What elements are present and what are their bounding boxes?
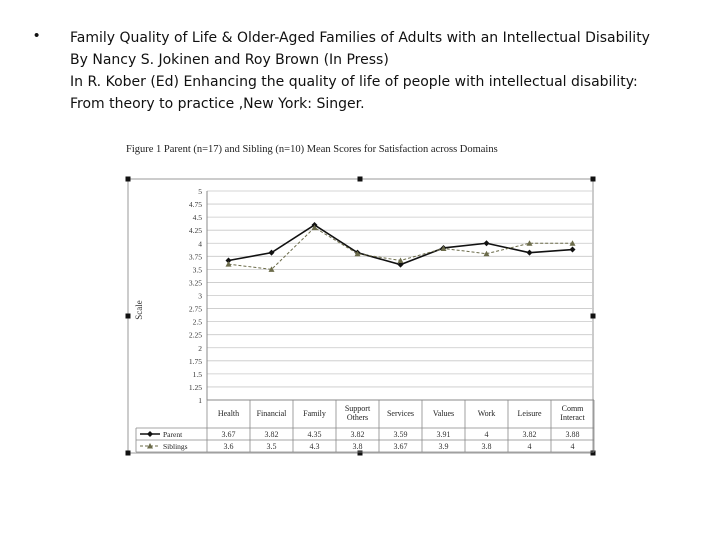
category-label: Leisure (518, 409, 542, 418)
resize-handle[interactable] (590, 313, 596, 319)
plot-area: 1 1.25 1.5 1.75 2 2.25 2.5 2.75 3 3.25 3.5 3.75 4 4.2… (189, 187, 594, 405)
resize-handle[interactable] (125, 313, 131, 319)
legend-marker (147, 431, 153, 437)
data-point-siblings (268, 266, 275, 272)
resize-handle[interactable] (125, 450, 131, 456)
data-label-siblings: 4.3 (310, 442, 320, 451)
category-label: Services (387, 409, 414, 418)
data-label-siblings: 3.6 (224, 442, 234, 451)
y-tick-label: 2.75 (189, 305, 202, 314)
resize-handle[interactable] (357, 176, 363, 182)
selection-handles[interactable] (125, 176, 596, 456)
citation-line-title: Family Quality of Life & Older-Aged Fami… (70, 30, 650, 46)
legend-marker (147, 443, 153, 449)
y-tick-label: 1.5 (193, 370, 203, 379)
category-label: Values (433, 409, 454, 418)
data-label-parent: 3.82 (265, 430, 279, 439)
category-label: Health (218, 409, 239, 418)
y-tick-label: 5 (198, 187, 202, 196)
category-label: Support (345, 404, 371, 413)
data-point-parent (397, 261, 404, 268)
citation-line-editor: In R. Kober (Ed) Enhancing the quality o… (70, 74, 638, 90)
category-label: Family (303, 409, 326, 418)
chart-title: Figure 1 Parent (n=17) and Sibling (n=10… (126, 144, 498, 155)
resize-handle[interactable] (590, 176, 596, 182)
data-label-parent: 4 (485, 430, 489, 439)
y-tick-label: 4 (198, 239, 202, 248)
category-label: Interact (560, 413, 585, 422)
data-point-siblings (440, 245, 447, 251)
data-point-siblings (354, 250, 361, 257)
y-tick-label: 3 (198, 292, 202, 301)
data-label-parent: 3.82 (351, 430, 365, 439)
category-label: Financial (257, 409, 288, 418)
data-label-siblings: 3.5 (267, 442, 277, 451)
data-point-siblings (483, 250, 490, 257)
data-label-siblings: 4 (528, 442, 532, 451)
y-tick-label: 1 (198, 396, 202, 405)
bullet-marker: • (34, 27, 40, 44)
data-point-siblings (397, 257, 404, 263)
category-label: Others (347, 413, 368, 422)
data-label-parent: 3.59 (394, 430, 408, 439)
data-label-parent: 3.91 (437, 430, 451, 439)
citation-line-publisher: From theory to practice ,New York: Singe… (70, 96, 365, 112)
y-tick-label: 3.25 (189, 278, 202, 287)
category-label: Work (478, 409, 496, 418)
data-point-siblings (225, 261, 232, 267)
y-tick-label: 1.75 (189, 357, 202, 366)
data-label-siblings: 3.8 (353, 442, 363, 451)
y-tick-label: 2.25 (189, 331, 202, 340)
y-tick-label: 2.5 (193, 318, 203, 327)
data-point-parent (225, 257, 232, 264)
category-label: Comm (562, 404, 585, 413)
y-tick-label: 4.75 (189, 200, 202, 209)
data-point-siblings (311, 224, 318, 231)
y-tick-label: 3.5 (193, 265, 203, 274)
data-label-siblings: 4 (571, 442, 575, 451)
y-tick-label: 4.25 (189, 226, 202, 235)
data-point-parent (526, 249, 533, 256)
data-point-parent (483, 240, 490, 247)
y-tick-label: 1.25 (189, 383, 202, 392)
data-label-siblings: 3.67 (394, 442, 408, 451)
data-point-siblings (569, 240, 576, 246)
y-tick-label: 2 (198, 344, 202, 353)
y-tick-label: 3.75 (189, 252, 202, 261)
resize-handle[interactable] (357, 450, 363, 456)
data-point-parent (569, 246, 576, 253)
citation-lines: Family Quality of Life & Older-Aged Fami… (70, 27, 650, 115)
resize-handle[interactable] (590, 450, 596, 456)
data-label-siblings: 3.8 (482, 442, 492, 451)
data-label-parent: 3.82 (523, 430, 537, 439)
legend-label: Parent (163, 430, 183, 439)
data-point-parent (268, 249, 275, 256)
data-label-parent: 3.88 (566, 430, 580, 439)
citation-line-authors: By Nancy S. Jokinen and Roy Brown (In Pr… (70, 52, 389, 68)
y-tick-label: 4.5 (193, 213, 203, 222)
data-label-siblings: 3.9 (439, 442, 449, 451)
data-point-siblings (526, 240, 533, 246)
y-axis-label: Scale (134, 300, 144, 320)
data-label-parent: 3.67 (222, 430, 236, 439)
resize-handle[interactable] (125, 176, 131, 182)
legend-label: Siblings (163, 442, 188, 451)
data-label-parent: 4.35 (308, 430, 322, 439)
